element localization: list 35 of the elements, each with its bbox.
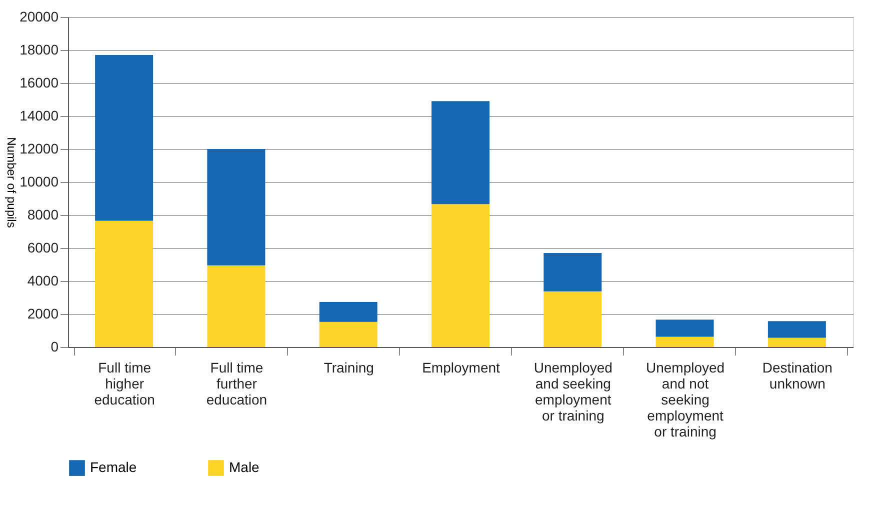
- x-tick-label: Full time higher education: [94, 360, 155, 408]
- y-tick-label: 8000: [27, 206, 59, 222]
- x-tick-label: Destination unknown: [762, 360, 832, 392]
- y-tick-label: 16000: [20, 74, 59, 90]
- bar: [95, 220, 154, 347]
- bar: [768, 338, 826, 347]
- legend-label: Male: [229, 459, 260, 476]
- y-tick-label: 4000: [27, 272, 59, 288]
- bar: [432, 101, 490, 204]
- y-tick-label: 20000: [20, 8, 59, 24]
- x-tick-label: Unemployed and not seeking employment or training: [646, 360, 725, 440]
- y-tick-label: 2000: [27, 306, 59, 322]
- bar: [432, 204, 490, 347]
- x-tick-label: Full time further education: [206, 360, 268, 408]
- legend-label: Female: [90, 459, 137, 476]
- bar: [656, 320, 714, 337]
- y-tick-label: 0: [50, 338, 59, 354]
- bar: [319, 322, 378, 347]
- y-axis-title: Number of pupils: [4, 137, 19, 228]
- y-tick-label: 18000: [20, 42, 59, 58]
- bar: [319, 302, 378, 322]
- bar: [768, 321, 826, 338]
- x-tick-label: Unemployed and seeking employment or training: [534, 360, 612, 424]
- bar: [544, 291, 602, 347]
- x-tick-label: Employment: [422, 360, 500, 376]
- x-tick-label: Training: [324, 360, 374, 376]
- bar: [544, 252, 602, 292]
- y-tick-label: 10000: [20, 174, 59, 190]
- y-tick-label: 14000: [20, 108, 59, 124]
- bar: [656, 336, 714, 347]
- bar: [95, 54, 154, 221]
- y-tick-label: 12000: [20, 140, 59, 156]
- bar: [207, 149, 266, 266]
- bar: [207, 265, 266, 347]
- y-tick-label: 6000: [27, 240, 59, 256]
